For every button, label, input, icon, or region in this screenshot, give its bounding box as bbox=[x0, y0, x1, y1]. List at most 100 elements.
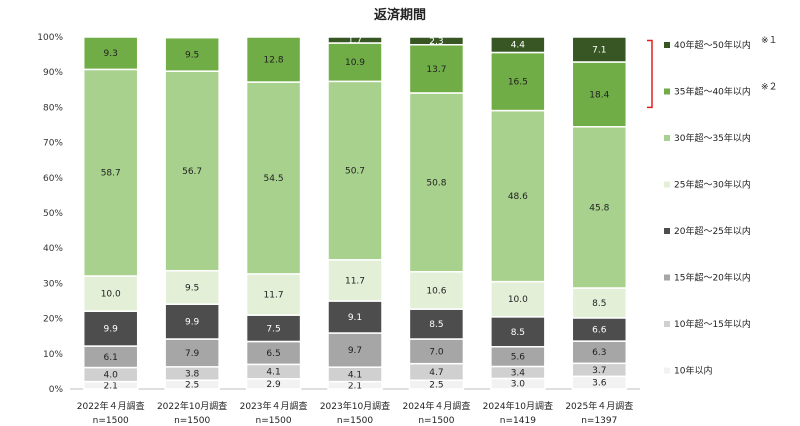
data-label: 50.7 bbox=[345, 167, 365, 177]
legend-label: 35年超～40年以内 bbox=[674, 86, 751, 98]
legend-swatch bbox=[664, 228, 670, 234]
legend-label: 10年以内 bbox=[674, 365, 712, 377]
chart-title: 返済期間 bbox=[373, 8, 426, 23]
bar-segment bbox=[82, 36, 139, 71]
data-label: 12.8 bbox=[264, 56, 284, 66]
bar-segment bbox=[82, 275, 139, 312]
data-label: 11.7 bbox=[345, 276, 365, 286]
x-tick-label: 2023年10月調査 bbox=[320, 400, 390, 412]
bar-segment bbox=[164, 36, 220, 72]
data-label: 9.9 bbox=[185, 318, 200, 328]
y-tick-label: 20% bbox=[43, 315, 63, 325]
data-label: 45.8 bbox=[589, 203, 609, 213]
legend-label: 30年超～35年以内 bbox=[674, 132, 751, 144]
data-label: 6.3 bbox=[592, 348, 606, 358]
bar-segment bbox=[327, 36, 383, 44]
y-tick-label: 10% bbox=[43, 350, 63, 360]
y-tick-label: 80% bbox=[43, 103, 63, 113]
data-label: 18.4 bbox=[589, 90, 609, 100]
data-label: 4.0 bbox=[104, 371, 119, 381]
legend-label: 25年超～30年以内 bbox=[674, 179, 751, 191]
data-label: 48.6 bbox=[508, 192, 528, 202]
legend-label: 15年超～20年以内 bbox=[674, 272, 751, 284]
data-label: 10.0 bbox=[101, 290, 121, 300]
data-label: 8.5 bbox=[511, 328, 525, 338]
data-label: 13.7 bbox=[426, 65, 446, 75]
bar-segment bbox=[408, 338, 465, 365]
bar-segment bbox=[490, 36, 546, 54]
data-label: 11.7 bbox=[264, 290, 284, 300]
data-label: 3.8 bbox=[185, 370, 200, 380]
data-label: 8.5 bbox=[592, 299, 606, 309]
data-label: 4.1 bbox=[348, 370, 362, 380]
bar-segment bbox=[164, 303, 220, 340]
bar-segment bbox=[164, 70, 220, 272]
data-label: 8.5 bbox=[429, 320, 443, 330]
legend-swatch bbox=[664, 88, 670, 95]
y-tick-label: 40% bbox=[43, 244, 63, 254]
y-tick-label: 0% bbox=[49, 385, 64, 395]
bar-segment bbox=[408, 43, 465, 94]
bar-segment bbox=[327, 42, 383, 83]
legend-note: ※２ bbox=[761, 83, 778, 93]
data-label: 2.1 bbox=[348, 381, 362, 391]
data-label: 6.5 bbox=[266, 349, 280, 359]
data-label: 4.4 bbox=[511, 41, 526, 51]
data-label: 6.6 bbox=[592, 326, 607, 336]
legend-swatch bbox=[664, 274, 670, 281]
data-label: 6.1 bbox=[104, 353, 118, 363]
y-tick-label: 100% bbox=[37, 33, 63, 43]
data-label: 2.1 bbox=[104, 381, 118, 391]
data-label: 5.6 bbox=[511, 353, 526, 363]
data-label: 58.7 bbox=[101, 169, 121, 179]
bar-segment bbox=[408, 308, 465, 340]
bar-segment bbox=[408, 92, 465, 273]
sample-size-label: n=1500 bbox=[93, 416, 129, 426]
data-label: 3.4 bbox=[511, 368, 526, 378]
data-label: 3.6 bbox=[592, 379, 607, 389]
data-label: 7.9 bbox=[185, 349, 200, 359]
bar-segment bbox=[408, 36, 465, 46]
legend-swatch bbox=[664, 181, 670, 188]
x-tick-label: 2025年４月調査 bbox=[565, 400, 633, 412]
y-tick-label: 60% bbox=[43, 174, 63, 184]
data-label: 3.7 bbox=[592, 366, 606, 376]
bar-segment bbox=[571, 126, 628, 289]
data-label: 9.3 bbox=[104, 49, 118, 59]
y-tick-label: 30% bbox=[43, 279, 63, 289]
data-label: 10.9 bbox=[345, 58, 365, 68]
data-label: 4.7 bbox=[429, 368, 443, 378]
data-label: 2.5 bbox=[429, 381, 443, 391]
highlight-bracket bbox=[647, 39, 653, 109]
sample-size-label: n=1500 bbox=[418, 416, 454, 426]
legend-label: 10年超～15年以内 bbox=[674, 318, 751, 330]
data-label: 9.9 bbox=[104, 325, 119, 335]
x-tick-label: 2023年４月調査 bbox=[240, 400, 308, 412]
bar-segment bbox=[408, 271, 465, 310]
data-label: 7.0 bbox=[429, 347, 444, 357]
data-label: 16.5 bbox=[508, 78, 528, 88]
data-label: 9.5 bbox=[185, 283, 199, 293]
legend-swatch bbox=[664, 321, 670, 327]
bar-segment bbox=[571, 36, 628, 63]
sample-size-label: n=1397 bbox=[581, 416, 617, 426]
data-label: 9.7 bbox=[348, 346, 362, 356]
data-label: 2.9 bbox=[266, 380, 281, 390]
legend-swatch bbox=[664, 135, 670, 141]
data-label: 3.0 bbox=[511, 380, 526, 390]
data-label: 1.7 bbox=[348, 36, 362, 46]
legend-swatch bbox=[664, 367, 670, 374]
bar-segment bbox=[245, 36, 302, 83]
x-tick-label: 2022年４月調査 bbox=[77, 400, 145, 412]
x-tick-label: 2024年４月調査 bbox=[402, 400, 470, 412]
bar-segment bbox=[245, 81, 302, 275]
bar-segment bbox=[164, 338, 220, 368]
data-label: 54.5 bbox=[264, 174, 284, 184]
legend-swatch bbox=[664, 42, 670, 48]
bar-segment bbox=[245, 273, 302, 316]
x-tick-label: 2022年10月調査 bbox=[157, 400, 227, 412]
sample-size-label: n=1419 bbox=[500, 416, 536, 426]
data-label: 2.5 bbox=[185, 381, 199, 391]
data-label: 7.5 bbox=[266, 324, 280, 334]
